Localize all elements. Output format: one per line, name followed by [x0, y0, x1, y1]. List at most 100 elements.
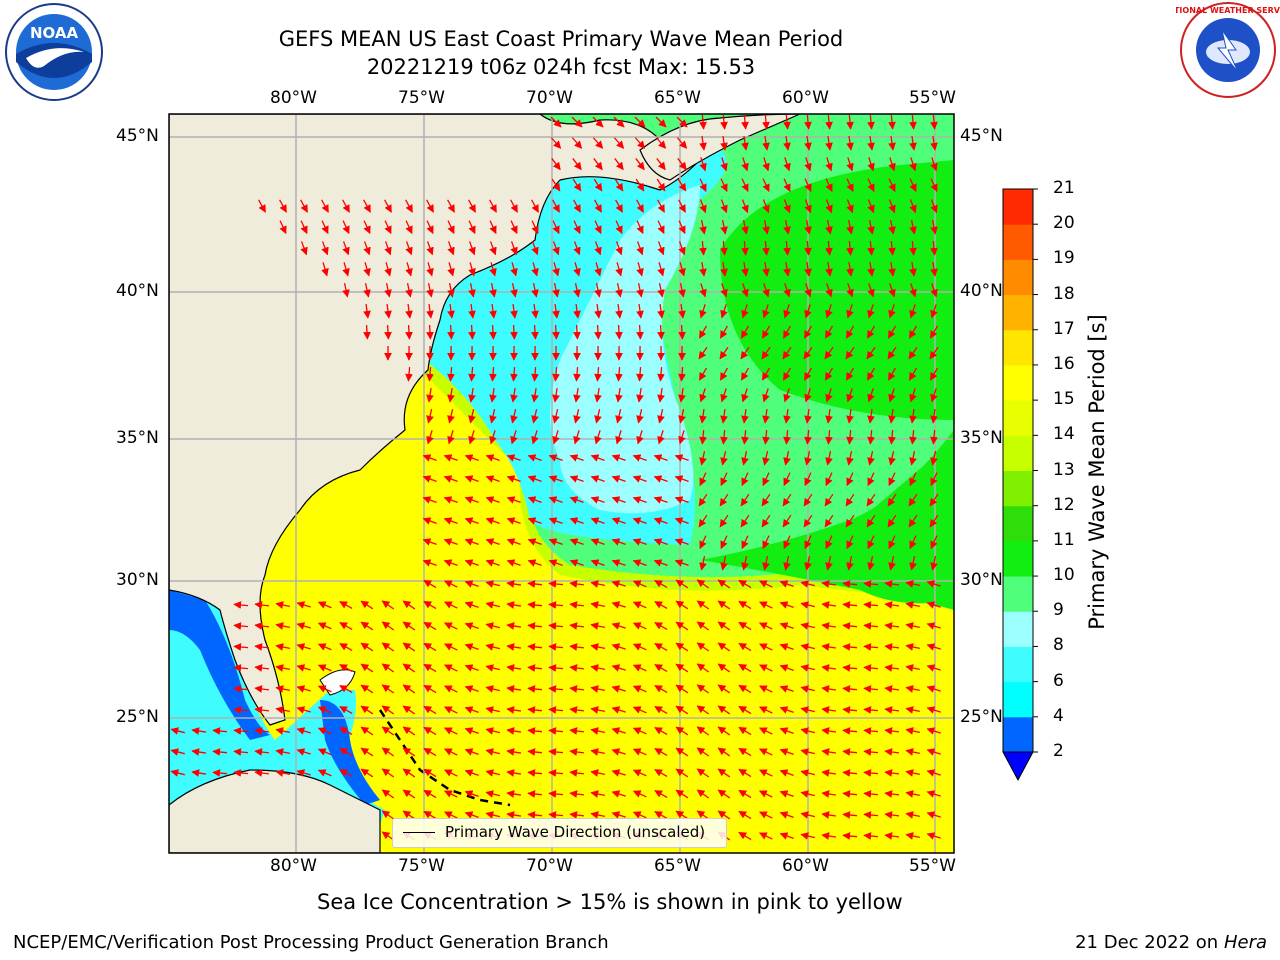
wave-arrow: [552, 324, 560, 340]
wave-arrow: [381, 642, 395, 652]
wave-arrow: [762, 135, 770, 151]
wave-arrow: [464, 580, 479, 588]
wave-arrow: [888, 157, 896, 172]
wave-arrow: [572, 178, 582, 192]
wave-arrow: [696, 663, 710, 673]
wave-arrow: [866, 493, 876, 507]
wave-arrow: [741, 556, 749, 571]
wave-arrow: [360, 726, 374, 736]
wave-arrow: [464, 727, 479, 735]
wave-arrow: [444, 811, 458, 819]
wave-arrow: [506, 769, 522, 777]
wave-arrow: [696, 810, 710, 820]
wave-arrow: [821, 580, 837, 588]
wave-arrow: [678, 220, 686, 235]
wave-arrow: [444, 790, 458, 798]
wave-direction-arrows: [170, 114, 941, 841]
wave-arrow: [888, 283, 896, 298]
colorbar-tick-label: 15: [1053, 389, 1075, 410]
wave-arrow: [444, 748, 458, 756]
wave-arrow: [342, 199, 350, 213]
wave-arrow: [779, 580, 794, 588]
wave-arrow: [761, 493, 771, 507]
wave-arrow: [468, 303, 476, 319]
wave-arrow: [317, 664, 332, 672]
wave-arrow: [867, 388, 875, 403]
wave-arrow: [863, 580, 879, 588]
wave-arrow: [552, 303, 560, 319]
wave-arrow: [170, 769, 185, 777]
wave-arrow: [531, 199, 539, 213]
wave-arrow: [674, 475, 689, 483]
wave-arrow: [402, 747, 416, 757]
wave-arrow: [485, 601, 500, 609]
wave-arrow: [611, 727, 626, 735]
wave-arrow: [741, 261, 749, 277]
wave-arrow: [905, 622, 920, 630]
wave-arrow: [758, 832, 773, 840]
wave-arrow: [510, 303, 518, 319]
wave-arrow: [867, 304, 875, 319]
wave-arrow: [821, 601, 837, 609]
wave-arrow: [402, 768, 416, 778]
wave-arrow: [444, 727, 458, 735]
wave-arrow: [296, 727, 311, 735]
wave-arrow: [468, 366, 476, 382]
wave-arrow: [804, 472, 812, 487]
wave-arrow: [548, 601, 564, 609]
wave-arrow: [720, 283, 728, 298]
gulf-blue-band: [169, 590, 270, 740]
wave-arrow: [506, 601, 522, 609]
wave-arrow: [887, 367, 897, 381]
wave-arrow: [611, 559, 626, 567]
wave-arrow: [675, 789, 689, 799]
wave-arrow: [405, 262, 413, 277]
wave-arrow: [381, 600, 395, 610]
wave-arrow: [783, 199, 791, 214]
sea-ice-note: Sea Ice Concentration > 15% is shown in …: [0, 890, 1280, 914]
wave-arrow: [678, 430, 686, 445]
wave-arrow: [170, 748, 185, 756]
wave-arrow: [632, 685, 647, 693]
wave-arrow: [740, 325, 750, 339]
wave-arrow: [360, 600, 374, 610]
wave-arrow: [569, 559, 584, 567]
wave-arrow: [762, 157, 770, 172]
wave-arrow: [590, 790, 605, 798]
wave-arrow: [485, 475, 500, 483]
wave-arrow: [531, 220, 539, 235]
wave-arrow: [485, 538, 500, 546]
wave-arrow: [863, 664, 879, 672]
wave-arrow: [783, 451, 791, 466]
wave-arrow: [527, 496, 542, 504]
wave-arrow: [758, 748, 773, 756]
wave-arrow: [846, 472, 854, 487]
wave-arrow: [699, 240, 707, 256]
wave-arrow: [821, 832, 837, 840]
wave-arrow: [888, 261, 896, 277]
wave-arrow: [296, 748, 311, 756]
wave-arrow: [800, 811, 815, 819]
wave-arrow: [527, 790, 543, 798]
bahamas-island: [319, 669, 356, 696]
wave-arrow: [381, 747, 395, 757]
wave-arrow: [720, 261, 728, 277]
wave-arrow: [510, 283, 518, 298]
wave-arrow: [550, 137, 562, 149]
wave-arrow: [824, 514, 834, 528]
wave-arrow: [422, 538, 437, 546]
wave-arrow: [676, 116, 688, 128]
wave-arrow: [615, 303, 623, 319]
wave-arrow: [867, 240, 875, 256]
wave-arrow: [888, 304, 896, 319]
wave-arrow: [657, 366, 665, 382]
wave-arrow: [506, 580, 522, 588]
wave-arrow: [758, 790, 773, 798]
wave-arrow: [552, 283, 560, 298]
wave-arrow: [548, 454, 563, 462]
wave-arrow: [317, 748, 332, 756]
wave-arrow: [699, 220, 707, 235]
wave-arrow: [254, 748, 270, 756]
wave-arrow: [636, 387, 644, 403]
wave-arrow: [510, 387, 518, 403]
